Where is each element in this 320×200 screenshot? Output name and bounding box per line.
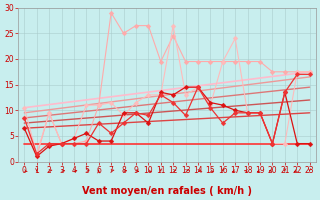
X-axis label: Vent moyen/en rafales ( km/h ): Vent moyen/en rafales ( km/h ) (82, 186, 252, 196)
